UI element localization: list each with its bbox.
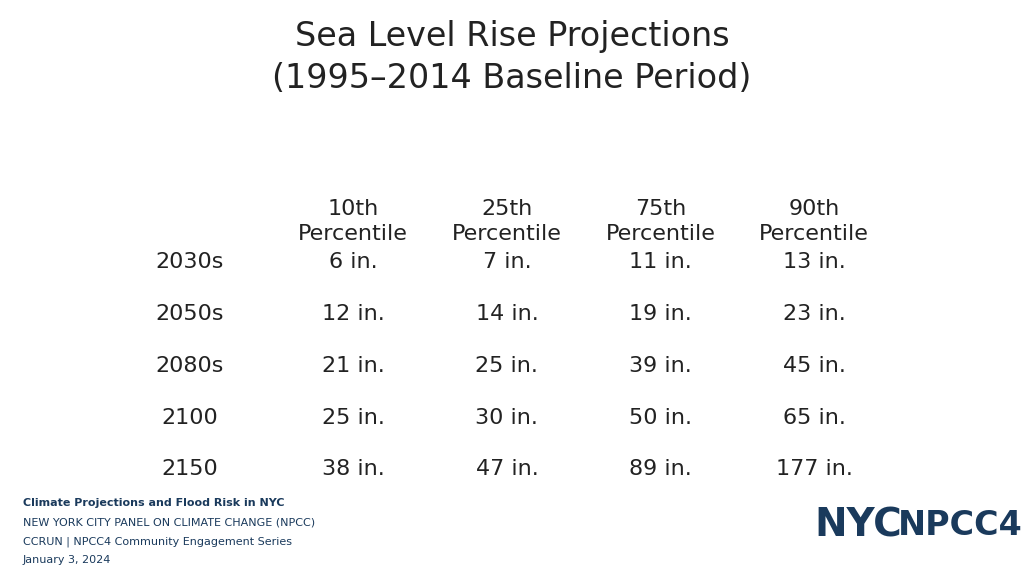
Text: NPCC4: NPCC4 <box>898 509 1023 542</box>
Text: 25 in.: 25 in. <box>475 356 539 376</box>
Text: 23 in.: 23 in. <box>782 304 846 324</box>
Text: 14 in.: 14 in. <box>475 304 539 324</box>
Text: 38 in.: 38 in. <box>322 460 385 479</box>
Text: 19 in.: 19 in. <box>629 304 692 324</box>
Text: 90th
Percentile: 90th Percentile <box>759 199 869 244</box>
Text: 2150: 2150 <box>161 460 218 479</box>
Text: 177 in.: 177 in. <box>775 460 853 479</box>
Text: NEW YORK CITY PANEL ON CLIMATE CHANGE (NPCC): NEW YORK CITY PANEL ON CLIMATE CHANGE (N… <box>23 517 314 527</box>
Text: 89 in.: 89 in. <box>629 460 692 479</box>
Text: 65 in.: 65 in. <box>782 408 846 427</box>
Text: January 3, 2024: January 3, 2024 <box>23 555 111 565</box>
Text: 39 in.: 39 in. <box>629 356 692 376</box>
Text: 30 in.: 30 in. <box>475 408 539 427</box>
Text: 21 in.: 21 in. <box>322 356 385 376</box>
Text: 13 in.: 13 in. <box>782 252 846 272</box>
Text: Sea Level Rise Projections
(1995–2014 Baseline Period): Sea Level Rise Projections (1995–2014 Ba… <box>272 20 752 95</box>
Text: NYC: NYC <box>814 506 902 544</box>
Text: 2030s: 2030s <box>156 252 223 272</box>
Text: 45 in.: 45 in. <box>782 356 846 376</box>
Text: 2100: 2100 <box>161 408 218 427</box>
Text: 2080s: 2080s <box>156 356 223 376</box>
Text: 75th
Percentile: 75th Percentile <box>605 199 716 244</box>
Text: 47 in.: 47 in. <box>475 460 539 479</box>
Text: 50 in.: 50 in. <box>629 408 692 427</box>
Text: 6 in.: 6 in. <box>329 252 378 272</box>
Text: Climate Projections and Flood Risk in NYC: Climate Projections and Flood Risk in NY… <box>23 498 284 508</box>
Text: CCRUN | NPCC4 Community Engagement Series: CCRUN | NPCC4 Community Engagement Serie… <box>23 536 292 547</box>
Text: 7 in.: 7 in. <box>482 252 531 272</box>
Text: 10th
Percentile: 10th Percentile <box>298 199 409 244</box>
Text: 12 in.: 12 in. <box>322 304 385 324</box>
Text: 25 in.: 25 in. <box>322 408 385 427</box>
Text: 25th
Percentile: 25th Percentile <box>452 199 562 244</box>
Text: 11 in.: 11 in. <box>629 252 692 272</box>
Text: 2050s: 2050s <box>156 304 223 324</box>
